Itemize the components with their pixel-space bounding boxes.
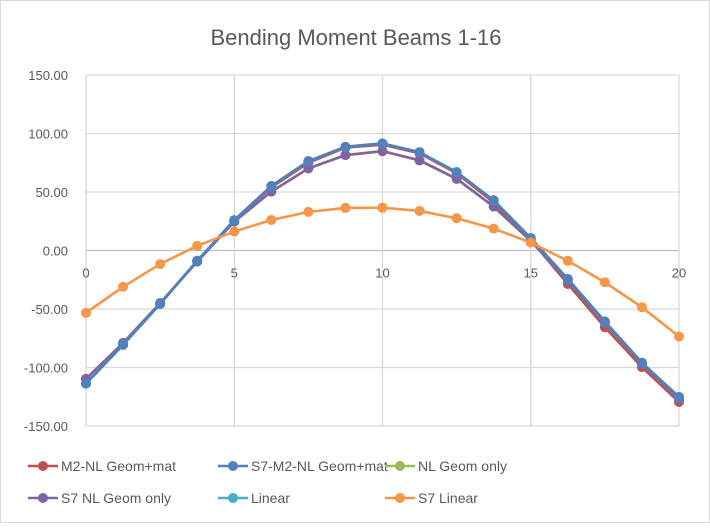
data-point <box>118 281 129 292</box>
data-point <box>303 206 314 217</box>
data-point <box>192 255 203 266</box>
data-point <box>636 302 647 313</box>
legend-marker-icon <box>38 461 48 471</box>
y-axis-ticks: 150.00 100.00 50.00 0.00 -50.00 -100.00 -150.0… <box>24 68 68 434</box>
data-point <box>562 274 573 285</box>
x-tick-label: 5 <box>231 266 238 281</box>
legend-label: Linear <box>251 490 290 506</box>
y-tick-label: 150.00 <box>28 68 68 83</box>
data-point <box>488 223 499 234</box>
data-point <box>229 226 240 237</box>
y-tick-label: 100.00 <box>28 127 68 142</box>
series-s7-m2-nl-geom-mat <box>81 138 684 402</box>
data-point <box>192 240 203 251</box>
legend-marker-icon <box>395 493 405 503</box>
x-tick-label: 15 <box>524 266 538 281</box>
legend-marker-icon <box>395 461 405 471</box>
data-point <box>303 163 314 174</box>
legend-label: S7 Linear <box>418 490 478 506</box>
x-tick-label: 20 <box>672 266 686 281</box>
y-tick-label: -50.00 <box>31 302 68 317</box>
legend-marker-icon <box>38 493 48 503</box>
series-lines <box>81 138 684 408</box>
data-point <box>525 237 536 248</box>
legend-item[interactable]: S7 NL Geom only <box>28 490 171 506</box>
legend-label: S7-M2-NL Geom+mat <box>251 458 388 474</box>
data-point <box>81 378 91 389</box>
data-point <box>81 307 91 318</box>
data-point <box>636 357 647 368</box>
legend-item[interactable]: Linear <box>218 490 290 506</box>
legend-item[interactable]: S7-M2-NL Geom+mat <box>218 458 388 474</box>
legend-label: S7 NL Geom only <box>61 490 171 506</box>
data-point <box>303 156 314 167</box>
data-point <box>451 167 462 178</box>
data-point <box>340 150 351 161</box>
data-point <box>599 277 610 288</box>
data-point <box>414 147 425 158</box>
data-point <box>377 138 388 149</box>
legend-item[interactable]: S7 Linear <box>385 490 478 506</box>
data-point <box>340 202 351 213</box>
data-point <box>118 339 129 350</box>
legend-item[interactable]: M2-NL Geom+mat <box>28 458 176 474</box>
chart-title: Bending Moment Beams 1-16 <box>210 25 501 50</box>
y-tick-label: 50.00 <box>35 185 68 200</box>
legend-label: NL Geom only <box>418 458 507 474</box>
data-point <box>414 155 425 166</box>
data-point <box>377 202 388 213</box>
data-point <box>414 205 425 216</box>
data-point <box>266 181 277 192</box>
gridlines <box>85 74 680 427</box>
y-tick-label: -100.00 <box>24 361 68 376</box>
legend: M2-NL Geom+mat S7-M2-NL Geom+mat NL Geom o… <box>28 458 507 506</box>
data-point <box>451 213 462 224</box>
legend-marker-icon <box>228 493 238 503</box>
data-point <box>488 195 499 206</box>
series-s7-linear <box>81 202 684 342</box>
data-point <box>266 214 277 225</box>
x-axis-ticks: 0 5 10 15 20 <box>82 266 686 281</box>
legend-item[interactable]: NL Geom only <box>385 458 507 474</box>
x-tick-label: 0 <box>82 266 89 281</box>
legend-label: M2-NL Geom+mat <box>61 458 176 474</box>
y-tick-label: -150.00 <box>24 419 68 434</box>
x-tick-label: 10 <box>375 266 389 281</box>
legend-marker-icon <box>228 461 238 471</box>
data-point <box>599 316 610 327</box>
data-point <box>377 146 388 157</box>
data-point <box>340 141 351 152</box>
data-point <box>562 255 573 266</box>
data-point <box>155 298 166 309</box>
data-point <box>674 331 684 342</box>
y-tick-label: 0.00 <box>43 244 68 259</box>
data-point <box>155 259 166 270</box>
data-point <box>674 391 684 402</box>
data-point <box>229 215 240 226</box>
